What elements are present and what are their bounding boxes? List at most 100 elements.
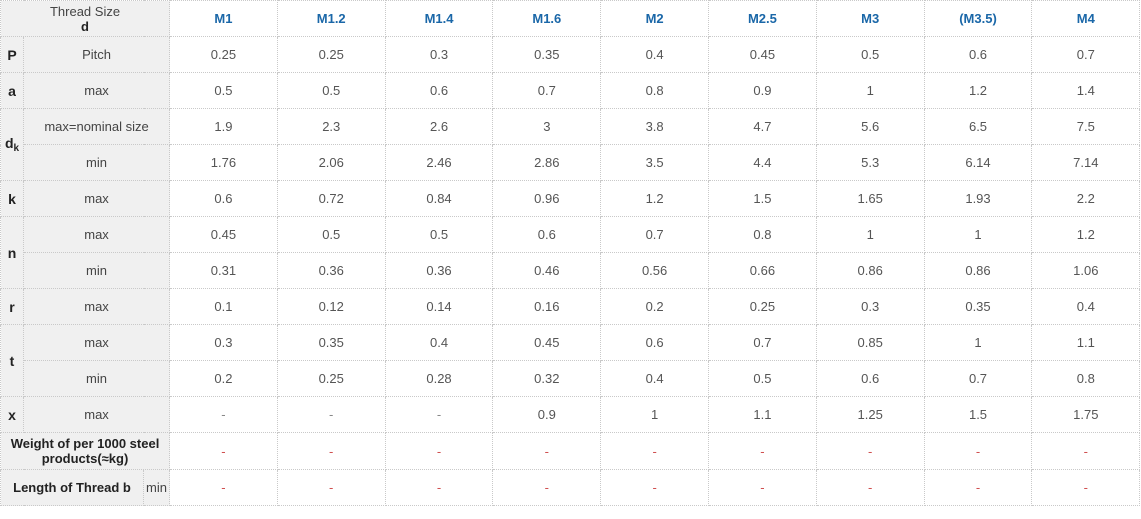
value-cell: 0.7 (923, 360, 1033, 397)
symbol-text: k (8, 190, 16, 207)
value-cell: 1 (815, 216, 925, 253)
value-cell: 0.66 (708, 252, 817, 289)
value-cell: 0.3 (384, 36, 494, 73)
value-cell: 0.4 (600, 36, 710, 73)
value-cell: 0.25 (169, 36, 278, 73)
thread-size-column-header: M1.2 (276, 0, 386, 37)
spec-row-r-max: r max 0.1 0.12 0.14 0.16 0.2 0.25 0.3 0.35 0.4 (0, 288, 1141, 325)
value-cell: 0.6 (600, 324, 710, 361)
value-cell: 0.5 (276, 216, 386, 253)
value-cell: 1.06 (1031, 252, 1141, 289)
value-cell: 0.25 (276, 360, 386, 397)
value-cell: 0.35 (276, 324, 386, 361)
dimension-label: max (22, 324, 171, 361)
thread-length-label: Length of Thread b (0, 469, 144, 506)
dimension-symbol: t (0, 324, 24, 397)
value-cell: 1 (815, 72, 925, 109)
spec-row-weight: Weight of per 1000 steel products(≈kg) - - -… (0, 432, 1141, 470)
dimension-symbol: n (0, 216, 24, 289)
value-cell: 2.46 (384, 144, 494, 181)
value-cell: 1.25 (815, 396, 925, 433)
dimension-label: max (22, 216, 171, 253)
value-cell: 0.6 (492, 216, 602, 253)
dimension-symbol: k (0, 180, 24, 217)
value-cell: 3.8 (600, 108, 710, 145)
value-cell: 1.76 (169, 144, 278, 181)
spec-row-x-max: x max - - -0.9 1 1.1 1.25 1.5 1.75 (0, 396, 1141, 433)
value-cell: 1.4 (1031, 72, 1141, 109)
thread-size-header-cell: Thread Size d (0, 0, 171, 37)
value-cell: - (708, 432, 817, 470)
value-cell: - (276, 432, 386, 470)
dimension-label: min (22, 252, 171, 289)
thread-size-column-header: M2 (600, 0, 710, 37)
symbol-text: n (7, 244, 17, 261)
value-cell: 1 (600, 396, 710, 433)
spec-row-n-max: n max 0.45 0.5 0.5 0.6 0.7 0.8 1 1 1.2 (0, 216, 1141, 289)
value-cell: 0.46 (492, 252, 602, 289)
value-cell: 0.5 (169, 72, 278, 109)
value-cell: 1.1 (1031, 324, 1141, 361)
weight-label-cell: Weight of per 1000 steel products(≈kg) (0, 432, 171, 470)
value-cell: - (923, 469, 1033, 506)
dimension-symbol: r (0, 288, 24, 325)
symbol-text: d (4, 135, 14, 151)
value-cell: - (169, 469, 278, 506)
value-cell: 4.4 (708, 144, 817, 181)
value-cell: 0.9 (708, 72, 817, 109)
value-cell: - (708, 469, 817, 506)
value-cell: 4.7 (708, 108, 817, 145)
value-cell: 0.28 (384, 360, 494, 397)
value-cell: 1.5 (923, 396, 1033, 433)
value-cell: - (815, 469, 925, 506)
value-cell: 0.7 (708, 324, 817, 361)
value-cell: 2.86 (492, 144, 602, 181)
value-cell: 0.1 (169, 288, 278, 325)
thread-size-label: Thread Size (49, 3, 121, 19)
dimension-label: Pitch (22, 36, 171, 73)
value-cell: 0.25 (708, 288, 817, 325)
value-cell: 3.5 (600, 144, 710, 181)
spec-row-n-min: min 0.31 0.36 0.36 0.46 0.56 0.66 0.86 0.86 1.06 (1, 252, 1141, 289)
value-cell: 1.2 (600, 180, 710, 217)
weight-unit-label: products(≈kg) (41, 451, 129, 466)
value-cell: - (276, 469, 386, 506)
value-cell: 1 (923, 324, 1033, 361)
dimension-label: min (22, 144, 171, 181)
value-cell: - (1031, 469, 1141, 506)
value-cell: 6.14 (923, 144, 1033, 181)
thread-size-spec-table: Thread Size d M1 M1.2 M1.4 M1.6 M2 M2.5 M3 (M3.… (0, 0, 1141, 506)
value-cell: 0.25 (276, 36, 386, 73)
value-cell: 3 (492, 108, 602, 145)
symbol-text: P (7, 46, 17, 63)
value-cell: 0.32 (492, 360, 602, 397)
value-cell: - (169, 396, 278, 433)
dimension-symbol: dk (0, 108, 24, 181)
value-cell: 1.5 (708, 180, 817, 217)
value-cell: 0.36 (276, 252, 386, 289)
spec-row-dk-max: dk max=nominal size 1.9 2.3 2.6 3 3.8 4.7 5.6 6.5… (0, 108, 1141, 181)
value-cell: - (815, 432, 925, 470)
thread-size-column-header: M4 (1031, 0, 1141, 37)
value-cell: 0.45 (492, 324, 602, 361)
value-cell: 0.2 (169, 360, 278, 397)
thread-size-column-header: (M3.5) (923, 0, 1033, 37)
thread-size-column-header: M1 (169, 0, 278, 37)
value-cell: 0.6 (384, 72, 494, 109)
dimension-label: max (22, 288, 171, 325)
value-cell: 0.4 (1031, 288, 1141, 325)
value-cell: - (600, 432, 710, 470)
dimension-label: max (22, 180, 171, 217)
value-cell: 2.06 (276, 144, 386, 181)
value-cell: 1.93 (923, 180, 1033, 217)
value-cell: 0.8 (1031, 360, 1141, 397)
symbol-text: t (9, 352, 15, 369)
dimension-label: max (22, 72, 171, 109)
value-cell: 0.14 (384, 288, 494, 325)
value-cell: 0.5 (815, 36, 925, 73)
value-cell: 0.8 (600, 72, 710, 109)
value-cell: 0.6 (815, 360, 925, 397)
value-cell: 1.65 (815, 180, 925, 217)
value-cell: 0.9 (492, 396, 602, 433)
value-cell: - (276, 396, 386, 433)
